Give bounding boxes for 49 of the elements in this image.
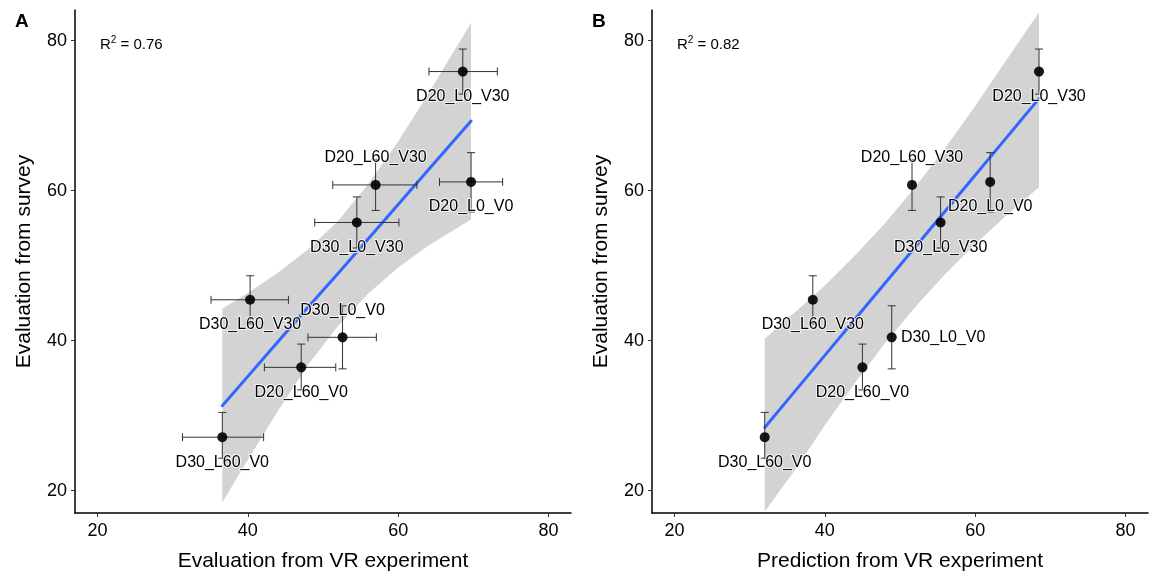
x-tick-label: 40: [237, 520, 258, 540]
point: [935, 217, 946, 228]
point: [245, 294, 256, 305]
point: [886, 332, 897, 343]
annotation: D30_L60_V0: [175, 452, 270, 471]
annotation: D20_L60_V0: [254, 382, 349, 401]
y-tick-label: 40: [623, 330, 644, 351]
point: [370, 179, 381, 190]
x-tick-label: 80: [1115, 520, 1136, 540]
point: [351, 217, 362, 228]
point: [907, 179, 918, 190]
y-tick-label: 80: [623, 30, 644, 51]
y-axis-title: Evaluation from survey: [11, 154, 34, 369]
point: [857, 362, 868, 373]
annotation: D20_L60_V30: [860, 148, 964, 167]
y-tick-label: 20: [46, 480, 67, 501]
annotation: D20_L60_V0: [815, 382, 910, 401]
chart-title: A: [15, 10, 29, 31]
point: [466, 176, 477, 187]
x-tick-label: 80: [538, 520, 559, 540]
annotation: D30_L60_V0: [718, 452, 812, 471]
y-tick-label: 40: [46, 330, 67, 351]
point: [1034, 66, 1045, 77]
annotation: D20_L60_V30: [324, 148, 427, 167]
point: [457, 66, 468, 77]
annotation: D20_L0_V0: [428, 197, 514, 216]
y-tick-label: 20: [623, 480, 644, 501]
point: [807, 294, 818, 305]
x-tick-label: 20: [664, 520, 685, 540]
point: [759, 432, 770, 443]
y-axis-title: Evaluation from survey: [588, 154, 611, 369]
x-tick-label: 40: [814, 520, 835, 540]
x-tick-label: 60: [965, 520, 986, 540]
point: [985, 176, 996, 187]
x-axis-title: Prediction from VR experiment: [757, 548, 1044, 571]
x-tick-label: 60: [388, 520, 409, 540]
annotation: D20_L0_V30: [416, 87, 510, 106]
point: [296, 362, 307, 373]
y-tick-label: 60: [623, 180, 644, 201]
y-tick-label: 80: [46, 30, 67, 51]
x-tick-label: 20: [87, 520, 108, 540]
point: [217, 432, 228, 443]
chart-title: B: [592, 10, 606, 31]
annotation: D30_L0_V0: [900, 327, 986, 346]
point: [337, 332, 348, 343]
y-tick-label: 60: [46, 180, 67, 201]
annotation: D20_L0_V30: [992, 87, 1086, 106]
annotation: D20_L0_V0: [947, 197, 1033, 216]
x-axis-title: Evaluation from VR experiment: [177, 548, 469, 571]
